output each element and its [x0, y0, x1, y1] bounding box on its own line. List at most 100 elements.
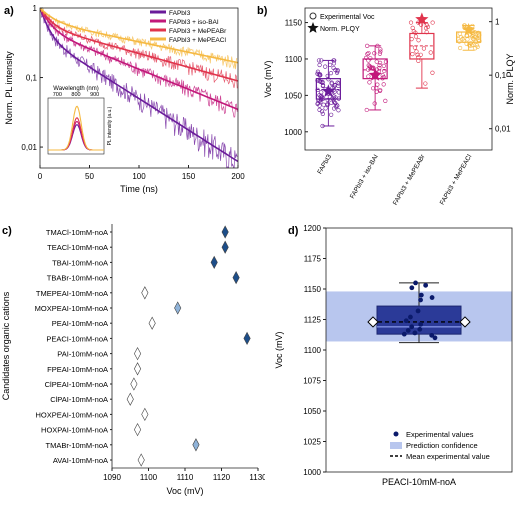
y-tick-label-a-2: 1	[33, 4, 38, 13]
voc-point-b	[462, 23, 467, 28]
legend-label-a-2: FAPbI3 + MePEABr	[169, 28, 227, 35]
x-tick-label-a-2: 100	[132, 172, 146, 181]
voc-point-b	[323, 64, 328, 69]
voc-point-b	[375, 82, 380, 87]
points-group-b-2	[408, 20, 435, 86]
experimental-point-d-15	[429, 332, 435, 338]
y-tick-label-c-15: AVAI-10mM-noA	[53, 456, 108, 465]
diamond-marker-c-1	[221, 240, 229, 254]
x-tick-label-a-4: 200	[231, 172, 245, 181]
voc-point-b	[428, 50, 433, 55]
voc-point-b	[377, 65, 382, 71]
voc-point-b	[335, 103, 340, 108]
voc-point-b	[475, 44, 480, 49]
experimental-point-d-1	[423, 282, 429, 288]
voc-point-b	[383, 98, 388, 104]
panel-label-d: d)	[288, 225, 299, 237]
voc-point-b	[332, 100, 337, 105]
y-tick-label-d-1: 1025	[303, 438, 321, 447]
voc-point-b	[366, 67, 371, 72]
series-trace-1	[40, 8, 238, 118]
y-tick-label-b-0: 1000	[284, 128, 302, 137]
y-tick-label-d-2: 1050	[303, 407, 321, 416]
chart-c: c) TMACl-10mM-noA TEACl-10mM-noA TBAI-10mM-…	[1, 224, 267, 496]
voc-point-b	[315, 69, 321, 74]
voc-point-b	[474, 43, 480, 48]
panel-b: b) FAPbI3 FAPbI3 + iso-BAI FAPbI3 + MePEABr…	[255, 0, 520, 215]
voc-point-b	[325, 102, 330, 108]
inset-y-title: PL intensity (a.u.)	[107, 106, 113, 145]
voc-point-b	[383, 59, 389, 64]
plqy-star-b-2	[415, 12, 429, 26]
legend-label-d-2: Mean experimental value	[406, 452, 490, 461]
diamond-marker-c-9	[134, 362, 142, 376]
voc-point-b	[365, 51, 370, 57]
x-axis-title-a: Time (ns)	[120, 184, 158, 194]
y-tick-label-d-3: 1075	[303, 377, 321, 386]
voc-point-b	[318, 99, 323, 104]
voc-point-b	[375, 43, 380, 48]
voc-point-b	[319, 58, 324, 63]
inset-x-title: Wavelength (nm)	[53, 86, 98, 92]
legend-marker-d-1	[390, 442, 402, 449]
legend-marker-d-0	[393, 431, 399, 437]
voc-point-b	[366, 74, 371, 79]
experimental-point-d-3	[418, 292, 424, 298]
x-tick-label-c-2: 1110	[177, 473, 194, 482]
voc-point-b	[378, 49, 383, 54]
x-tick-label-c-0: 1090	[103, 473, 121, 482]
y-tick-label-d-8: 1200	[303, 224, 321, 233]
diamond-marker-c-13	[134, 422, 142, 437]
voc-point-b	[317, 107, 322, 112]
y-tick-label-c-10: ClPEAI-10mM-noA	[45, 380, 108, 389]
voc-point-b	[319, 94, 325, 100]
voc-point-b	[317, 62, 322, 68]
voc-point-b	[336, 81, 341, 86]
voc-point-b	[464, 41, 469, 46]
y-tick-label-c-4: TMEPEAI-10mM-noA	[36, 289, 108, 298]
y-tick-label-d-4: 1100	[304, 346, 322, 355]
voc-point-b	[423, 81, 428, 86]
voc-point-b	[331, 58, 336, 63]
diamond-marker-c-0	[221, 225, 229, 239]
voc-point-b	[364, 107, 369, 113]
voc-point-b	[319, 90, 324, 95]
legend-marker-b-1	[307, 22, 319, 33]
voc-point-b	[315, 87, 320, 92]
voc-point-b	[332, 89, 337, 94]
voc-point-b	[477, 33, 482, 38]
voc-point-b	[418, 52, 423, 57]
diamond-marker-c-3	[232, 270, 240, 285]
legend-label-d-0: Experimental values	[406, 430, 474, 439]
plqy-star-b-1	[368, 68, 382, 81]
y-tick-label-c-5: MOXPEAI-10mM-noA	[35, 304, 108, 313]
diamond-marker-c-2	[210, 255, 218, 270]
experimental-point-d-14	[401, 331, 407, 337]
experimental-point-d-12	[405, 328, 411, 333]
panel-label-b: b)	[257, 5, 268, 17]
voc-point-b	[378, 88, 383, 93]
experimental-point-d-7	[408, 314, 413, 320]
voc-point-b	[328, 71, 334, 76]
experimental-point-d-13	[412, 330, 418, 336]
voc-point-b	[411, 29, 416, 34]
x-axis-title-d: PEACI-10mM-noA	[382, 477, 456, 487]
voc-point-b	[336, 108, 341, 113]
voc-point-b	[335, 68, 340, 73]
inset-tick-label-0: 700	[53, 92, 62, 98]
y-right-tick-label-b-2: 1	[495, 18, 500, 27]
y-tick-label-c-6: PEAI-10mM-noA	[52, 319, 108, 328]
legend-label-b-0: Experimental Voc	[320, 14, 375, 21]
voc-point-b	[465, 37, 470, 42]
chart-a: a) 0 50 100 150 200 0,01 0,1 1 Time (ns) Norm. PL …	[4, 4, 245, 194]
y-tick-label-a-1: 0,1	[26, 74, 38, 83]
series-fit-3	[40, 8, 238, 64]
voc-point-b	[367, 64, 372, 69]
experimental-point-d-9	[418, 321, 424, 327]
y-tick-label-c-9: FPEAI-10mM-noA	[47, 365, 108, 374]
voc-point-b	[363, 55, 369, 60]
series-trace-0	[40, 8, 238, 168]
voc-point-b	[413, 34, 419, 39]
voc-point-b	[315, 78, 320, 83]
y-tick-label-c-12: HOXPEAI-10mM-noA	[35, 410, 108, 419]
